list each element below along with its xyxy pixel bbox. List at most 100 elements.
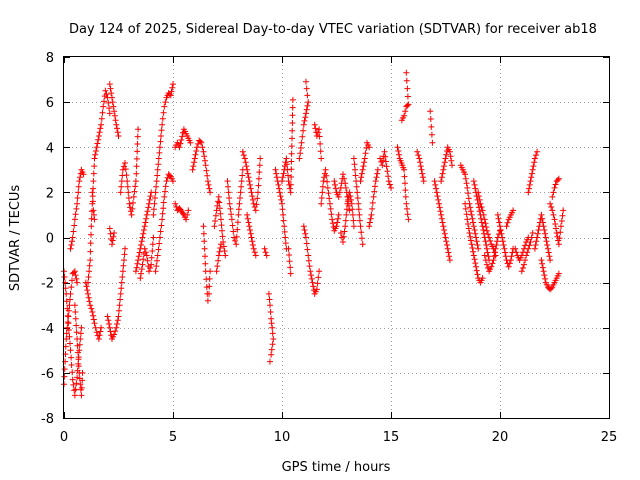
data-point bbox=[246, 223, 253, 230]
data-point bbox=[547, 200, 554, 207]
data-point bbox=[85, 279, 91, 286]
data-point bbox=[505, 263, 512, 270]
data-point bbox=[111, 230, 118, 236]
data-point bbox=[494, 211, 501, 218]
data-point bbox=[540, 268, 547, 275]
data-point bbox=[366, 144, 373, 151]
data-point bbox=[550, 211, 557, 218]
data-point bbox=[348, 196, 354, 203]
data-point bbox=[322, 166, 329, 173]
data-point bbox=[358, 229, 365, 236]
data-point bbox=[75, 363, 82, 370]
data-point bbox=[353, 183, 360, 190]
data-point bbox=[503, 223, 510, 230]
data-point bbox=[557, 229, 564, 236]
data-point bbox=[467, 237, 474, 244]
data-point bbox=[463, 180, 470, 187]
data-point bbox=[225, 189, 232, 196]
data-point bbox=[267, 358, 273, 365]
y-tick-label: -6 bbox=[41, 367, 54, 382]
data-point bbox=[279, 206, 286, 213]
data-point bbox=[333, 223, 340, 230]
data-point bbox=[305, 257, 312, 264]
data-point bbox=[307, 268, 314, 275]
data-point bbox=[70, 228, 77, 235]
data-point bbox=[177, 140, 184, 147]
data-point bbox=[116, 307, 122, 314]
data-point bbox=[315, 274, 322, 281]
data-point bbox=[483, 245, 490, 252]
data-point bbox=[249, 238, 256, 245]
data-point bbox=[495, 215, 502, 222]
data-point bbox=[221, 248, 228, 254]
data-point bbox=[316, 133, 323, 140]
data-point bbox=[130, 193, 137, 200]
data-point bbox=[248, 189, 255, 196]
data-point bbox=[418, 166, 425, 173]
data-point bbox=[497, 223, 503, 230]
data-point bbox=[475, 193, 482, 200]
data-point bbox=[287, 264, 294, 271]
data-point bbox=[350, 223, 357, 230]
data-point bbox=[157, 138, 164, 145]
data-point bbox=[125, 189, 132, 196]
data-point bbox=[432, 181, 439, 188]
data-point bbox=[275, 181, 282, 188]
data-point bbox=[285, 178, 292, 185]
data-point bbox=[438, 174, 445, 181]
data-point bbox=[156, 149, 163, 156]
data-point bbox=[225, 183, 231, 190]
data-point bbox=[68, 242, 75, 248]
data-point bbox=[101, 98, 107, 105]
data-point bbox=[490, 257, 497, 264]
data-point bbox=[327, 200, 333, 207]
data-point bbox=[311, 121, 318, 128]
data-point bbox=[356, 217, 363, 224]
data-point bbox=[132, 183, 139, 190]
data-point bbox=[216, 199, 223, 206]
data-point bbox=[114, 321, 120, 327]
data-point bbox=[112, 328, 119, 335]
data-point bbox=[521, 261, 527, 268]
data-point bbox=[539, 215, 546, 222]
data-point bbox=[154, 257, 160, 264]
data-point bbox=[252, 207, 259, 214]
data-point bbox=[501, 245, 508, 252]
data-point bbox=[297, 150, 304, 157]
data-point bbox=[361, 159, 368, 166]
data-point bbox=[546, 253, 553, 260]
data-point bbox=[158, 133, 164, 139]
data-point bbox=[467, 233, 474, 240]
data-point bbox=[317, 140, 324, 147]
data-point bbox=[319, 189, 326, 196]
data-point bbox=[129, 205, 136, 212]
data-point bbox=[112, 117, 119, 124]
data-point bbox=[504, 219, 511, 226]
data-point bbox=[361, 155, 368, 162]
data-point bbox=[441, 230, 448, 237]
data-point bbox=[346, 189, 353, 196]
y-tick-label: 6 bbox=[46, 96, 54, 111]
data-point bbox=[156, 144, 163, 151]
data-point bbox=[61, 274, 68, 280]
data-point bbox=[525, 189, 532, 196]
data-point bbox=[74, 374, 81, 381]
data-point bbox=[202, 157, 208, 164]
data-point bbox=[300, 223, 307, 230]
data-point bbox=[327, 205, 334, 212]
data-point bbox=[318, 155, 325, 162]
data-point bbox=[219, 227, 225, 234]
data-point bbox=[552, 221, 559, 227]
data-point bbox=[498, 230, 505, 237]
data-point bbox=[96, 332, 103, 339]
data-point bbox=[77, 381, 84, 388]
data-point bbox=[350, 217, 357, 224]
data-point bbox=[152, 189, 159, 196]
data-point bbox=[372, 178, 379, 185]
data-point bbox=[427, 108, 434, 115]
data-point bbox=[61, 373, 68, 380]
data-point bbox=[83, 283, 90, 290]
data-point bbox=[92, 151, 99, 158]
data-point bbox=[90, 170, 97, 177]
data-point bbox=[534, 148, 541, 155]
